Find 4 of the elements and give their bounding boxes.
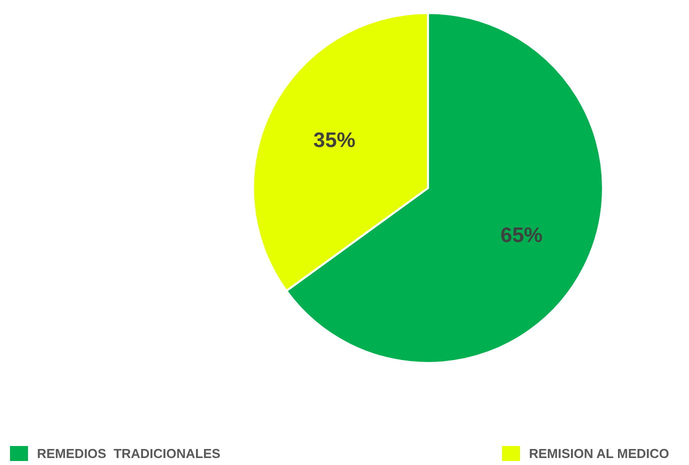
data-label: 65% — [500, 224, 543, 248]
legend-label: REMEDIOS TRADICIONALES — [37, 446, 220, 461]
legend-label: REMISION AL MEDICO — [529, 446, 670, 461]
data-label: 35% — [313, 128, 356, 152]
